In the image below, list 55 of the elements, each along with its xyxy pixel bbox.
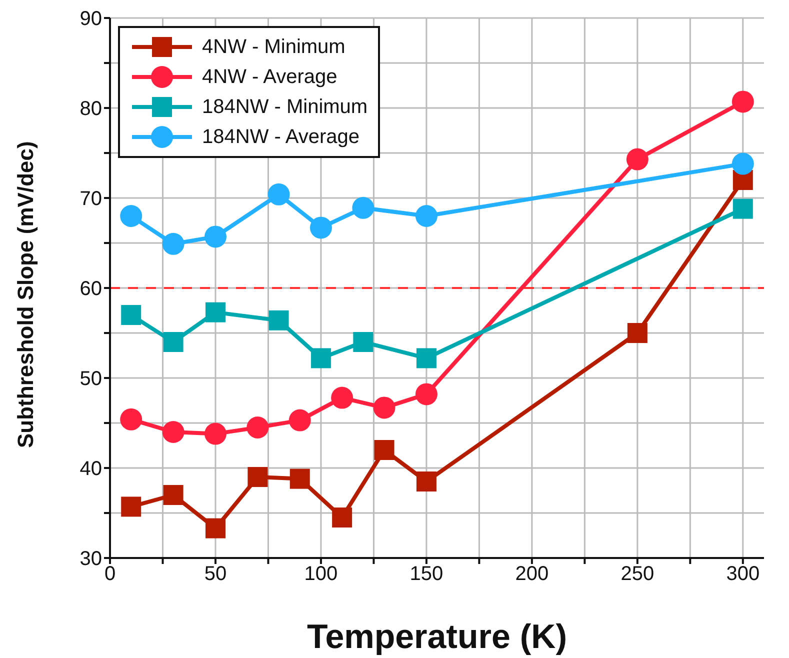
point — [732, 198, 753, 219]
point — [732, 152, 754, 175]
point — [204, 422, 226, 445]
point — [162, 232, 184, 255]
legend-label: 4NW - Minimum — [202, 36, 346, 58]
point — [246, 416, 269, 438]
x-axis-title: Temperature (K) — [306, 618, 568, 656]
point — [290, 468, 310, 489]
point — [268, 310, 289, 330]
point — [120, 205, 142, 227]
point — [268, 183, 290, 206]
y-tick-label: 40 — [80, 458, 102, 480]
point — [163, 485, 184, 505]
x-tick-label: 200 — [515, 563, 549, 586]
point — [163, 332, 184, 352]
y-tick-label: 80 — [80, 98, 102, 120]
point — [205, 302, 226, 322]
x-tick-label: 250 — [620, 563, 654, 586]
y-tick-label: 90 — [80, 8, 102, 30]
point — [310, 216, 332, 239]
point — [162, 421, 184, 443]
y-tick-label: 60 — [80, 278, 102, 300]
point — [121, 305, 142, 325]
point — [331, 386, 354, 409]
x-tick-label: 150 — [410, 563, 444, 586]
point — [288, 409, 311, 432]
y-tick-label: 70 — [80, 188, 102, 210]
point — [332, 508, 352, 528]
point — [121, 496, 142, 517]
point — [416, 472, 436, 492]
x-tick-label: 100 — [304, 563, 338, 586]
point — [248, 467, 268, 487]
x-tick-label: 50 — [204, 563, 227, 586]
point — [374, 440, 394, 460]
point — [352, 196, 374, 219]
point — [626, 148, 648, 170]
y-axis-title: Subthreshold Slope (mV/dec) — [12, 141, 38, 448]
legend-label: 4NW - Average — [202, 66, 338, 88]
point — [415, 383, 438, 406]
legend-label: 184NW - Average — [202, 126, 360, 148]
point — [415, 205, 438, 227]
legend-label: 184NW - Minimum — [202, 96, 368, 118]
point — [310, 348, 331, 368]
point — [120, 408, 142, 430]
x-tick-label: 300 — [726, 563, 760, 586]
point — [627, 323, 648, 343]
y-tick-label: 50 — [80, 368, 102, 390]
x-tick-label: 0 — [104, 563, 116, 586]
point — [205, 518, 226, 538]
point — [373, 396, 396, 419]
y-tick-label: 30 — [80, 548, 102, 570]
point — [732, 90, 754, 113]
point — [204, 226, 226, 248]
point — [416, 348, 436, 368]
point — [353, 332, 374, 352]
